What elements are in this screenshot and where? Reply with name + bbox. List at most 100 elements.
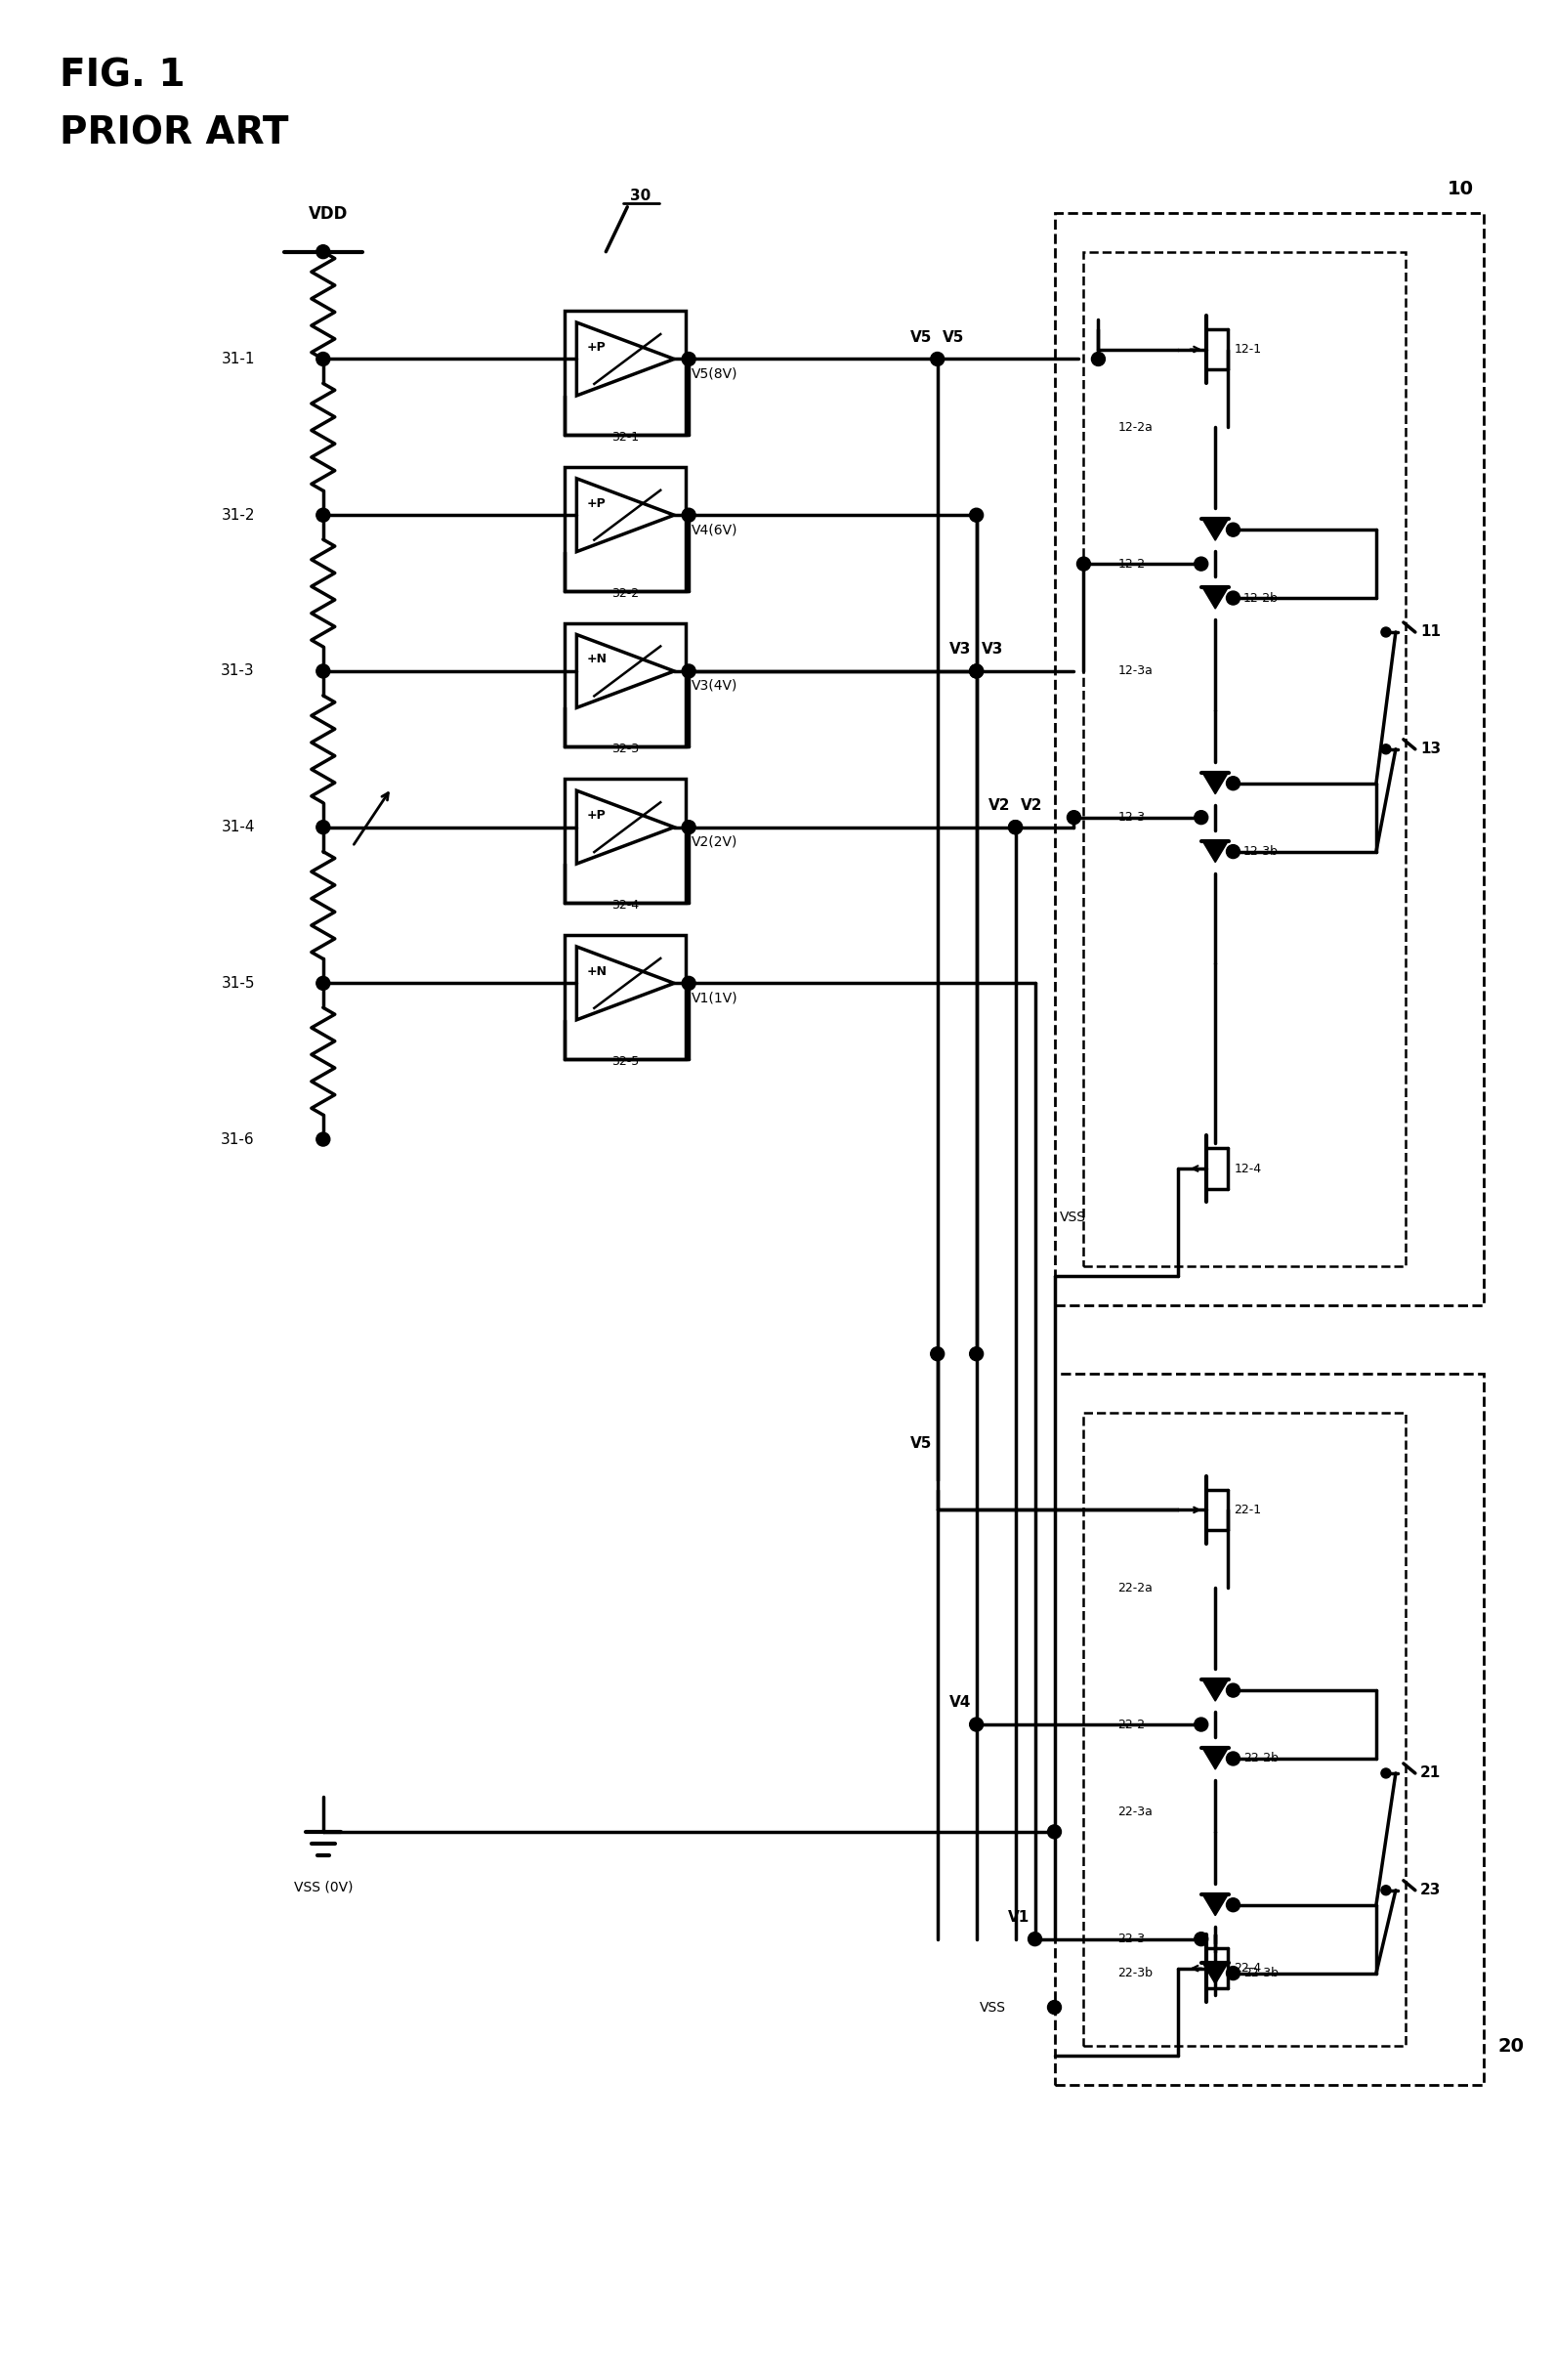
Text: +P: +P [586, 809, 606, 821]
Text: 12-4: 12-4 [1233, 1161, 1261, 1176]
Circle shape [1092, 352, 1106, 367]
Text: 32-1: 32-1 [611, 431, 639, 443]
Circle shape [1227, 590, 1239, 605]
Circle shape [1381, 1885, 1390, 1894]
Text: V5: V5 [911, 1435, 933, 1449]
Circle shape [1194, 1718, 1208, 1730]
Circle shape [316, 352, 330, 367]
Bar [564, 312, 686, 436]
Circle shape [316, 976, 330, 990]
Circle shape [1227, 845, 1239, 859]
Text: V3: V3 [950, 643, 972, 657]
Text: 22-3b: 22-3b [1118, 1966, 1152, 1980]
Text: 32-3: 32-3 [611, 743, 639, 754]
Text: 31-6: 31-6 [221, 1133, 255, 1147]
Text: VSS: VSS [1059, 1211, 1085, 1223]
Text: V5: V5 [942, 331, 964, 345]
Circle shape [970, 1718, 983, 1730]
Text: 22-2b: 22-2b [1244, 1752, 1278, 1766]
Text: V3: V3 [981, 643, 1003, 657]
Circle shape [1227, 1752, 1239, 1766]
Circle shape [683, 664, 695, 678]
Text: +N: +N [586, 652, 606, 666]
Text: 22-2: 22-2 [1118, 1718, 1146, 1730]
Text: 20: 20 [1497, 2037, 1524, 2056]
Polygon shape [1202, 588, 1228, 609]
Circle shape [1227, 524, 1239, 536]
Text: 32-2: 32-2 [611, 588, 639, 600]
Polygon shape [1202, 774, 1228, 795]
Text: 22-3b: 22-3b [1244, 1966, 1278, 1980]
Circle shape [683, 509, 695, 521]
Bar [1054, 1373, 1483, 2085]
Polygon shape [1202, 1894, 1228, 1916]
Text: +P: +P [586, 340, 606, 355]
Circle shape [1381, 628, 1390, 638]
Text: FIG. 1: FIG. 1 [59, 57, 185, 93]
Text: V1: V1 [1008, 1909, 1029, 1925]
Circle shape [683, 976, 695, 990]
Bar [564, 778, 686, 902]
Circle shape [1028, 1933, 1042, 1947]
Circle shape [1009, 821, 1022, 833]
Text: V4(6V): V4(6V) [692, 524, 739, 536]
Circle shape [930, 1347, 944, 1361]
Circle shape [970, 509, 983, 521]
Text: 12-2a: 12-2a [1118, 421, 1152, 433]
Text: 10: 10 [1448, 178, 1474, 198]
Text: 12-2b: 12-2b [1244, 593, 1278, 605]
Bar [1054, 212, 1483, 1304]
Text: 31-3: 31-3 [221, 664, 255, 678]
Text: 32-5: 32-5 [611, 1054, 639, 1069]
Text: +N: +N [586, 966, 606, 978]
Circle shape [316, 1133, 330, 1147]
Text: V5: V5 [911, 331, 933, 345]
Text: 12-3b: 12-3b [1244, 845, 1278, 857]
Circle shape [1381, 745, 1390, 754]
Circle shape [1067, 812, 1081, 823]
Bar [1084, 1411, 1406, 2047]
Polygon shape [1202, 519, 1228, 540]
Circle shape [1194, 1933, 1208, 1947]
Circle shape [1048, 1825, 1061, 1840]
Text: 31-4: 31-4 [221, 819, 255, 835]
Bar [564, 466, 686, 590]
Text: V4: V4 [950, 1695, 972, 1709]
Text: 21: 21 [1420, 1766, 1441, 1780]
Circle shape [316, 664, 330, 678]
Polygon shape [1202, 840, 1228, 862]
Text: V2: V2 [1020, 797, 1042, 812]
Text: 31-2: 31-2 [221, 507, 255, 524]
Text: 22-1: 22-1 [1233, 1504, 1261, 1516]
Circle shape [1194, 557, 1208, 571]
Polygon shape [1202, 1963, 1228, 1985]
Text: VDD: VDD [308, 205, 348, 221]
Circle shape [1227, 776, 1239, 790]
Circle shape [970, 1347, 983, 1361]
Circle shape [1078, 557, 1090, 571]
Text: 23: 23 [1420, 1883, 1441, 1897]
Circle shape [316, 821, 330, 833]
Circle shape [1009, 821, 1022, 833]
Circle shape [970, 664, 983, 678]
Text: PRIOR ART: PRIOR ART [59, 114, 289, 152]
Bar [564, 624, 686, 747]
Text: V1(1V): V1(1V) [692, 990, 739, 1004]
Text: 12-3a: 12-3a [1118, 664, 1152, 678]
Circle shape [1227, 1683, 1239, 1697]
Polygon shape [1202, 1747, 1228, 1768]
Circle shape [930, 352, 944, 367]
Text: 12-1: 12-1 [1233, 343, 1261, 355]
Text: 31-1: 31-1 [221, 352, 255, 367]
Text: 22-3a: 22-3a [1118, 1806, 1152, 1818]
Bar [564, 935, 686, 1059]
Text: V2: V2 [989, 797, 1011, 812]
Text: 13: 13 [1420, 743, 1440, 757]
Circle shape [316, 245, 330, 259]
Text: VSS: VSS [980, 2002, 1006, 2013]
Bar [1084, 252, 1406, 1266]
Circle shape [316, 509, 330, 521]
Text: 22-4: 22-4 [1233, 1961, 1261, 1975]
Text: 32-4: 32-4 [611, 900, 639, 912]
Text: 11: 11 [1420, 626, 1440, 640]
